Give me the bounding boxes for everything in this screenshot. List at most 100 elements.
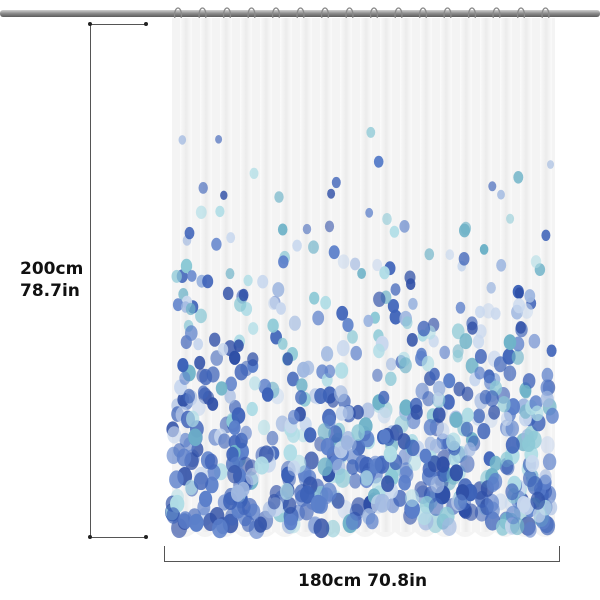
teardrop-dot <box>288 315 301 331</box>
teardrop-dot <box>243 274 253 287</box>
teardrop-dot <box>511 349 524 365</box>
teardrop-dot <box>366 126 376 138</box>
teardrop-dot <box>198 182 208 194</box>
teardrop-dot <box>220 190 228 200</box>
teardrop-dot <box>249 376 261 391</box>
teardrop-dot <box>513 298 525 314</box>
teardrop-dot <box>530 491 546 510</box>
teardrop-dot <box>505 483 519 501</box>
teardrop-dot <box>524 289 536 303</box>
teardrop-dot <box>472 334 485 349</box>
height-measure-bottom-cap <box>90 537 146 538</box>
teardrop-dot <box>296 378 308 393</box>
teardrop-dot <box>257 274 269 289</box>
teardrop-dot <box>282 352 293 366</box>
teardrop-dot <box>249 167 259 179</box>
teardrop-dot <box>399 399 413 416</box>
teardrop-dot <box>390 424 403 441</box>
teardrop-dot <box>225 376 237 392</box>
teardrop-dot <box>189 513 204 532</box>
teardrop-dot <box>541 367 554 383</box>
teardrop-dot <box>402 316 413 330</box>
teardrop-dot <box>423 419 438 436</box>
teardrop-dot <box>432 392 444 406</box>
teardrop-dot <box>325 519 341 538</box>
teardrop-dot <box>218 433 231 449</box>
teardrop-dot <box>266 430 279 446</box>
teardrop-dot <box>328 425 343 443</box>
teardrop-dot <box>381 475 395 493</box>
teardrop-dot <box>436 422 450 440</box>
teardrop-dot <box>455 301 466 314</box>
teardrop-dot <box>267 493 281 510</box>
teardrop-dot <box>205 476 219 494</box>
teardrop-dot <box>500 411 513 426</box>
teardrop-dot <box>386 357 397 371</box>
teardrop-dot <box>488 472 503 491</box>
teardrop-dot <box>422 391 435 407</box>
teardrop-dot <box>231 407 246 425</box>
height-measure-top-cap <box>90 24 146 25</box>
teardrop-dot <box>197 385 209 400</box>
teardrop-dot <box>379 429 391 444</box>
teardrop-dot <box>361 402 375 420</box>
teardrop-dot <box>234 363 248 381</box>
teardrop-dot <box>229 350 241 365</box>
teardrop-dot <box>328 245 340 260</box>
teardrop-dot <box>337 254 350 269</box>
teardrop-dot <box>277 337 288 350</box>
teardrop-dot <box>336 305 349 321</box>
teardrop-dot <box>172 298 184 312</box>
width-label: 180cm 70.8in <box>298 571 428 591</box>
teardrop-dot <box>446 432 461 451</box>
teardrop-dot <box>194 355 206 370</box>
teardrop-dot <box>485 390 499 407</box>
teardrop-dot <box>240 425 252 441</box>
teardrop-dot <box>501 459 515 476</box>
teardrop-dot <box>292 239 302 252</box>
teardrop-dot <box>349 473 362 489</box>
teardrop-dot <box>389 309 402 325</box>
teardrop-dot <box>320 438 335 456</box>
teardrop-dot <box>184 226 195 240</box>
teardrop-dot <box>524 425 538 443</box>
teardrop-dot <box>218 343 229 356</box>
teardrop-dot <box>505 436 520 454</box>
teardrop-dot <box>408 454 422 471</box>
teardrop-dot <box>227 465 243 484</box>
teardrop-dot <box>345 513 359 531</box>
teardrop-dot <box>195 205 207 219</box>
teardrop-dot <box>246 401 258 417</box>
teardrop-dot <box>503 334 517 351</box>
teardrop-dot <box>254 456 270 475</box>
teardrop-dot <box>199 368 213 386</box>
teardrop-dot <box>365 513 379 530</box>
teardrop-dot <box>417 320 431 337</box>
teardrop-dot <box>408 297 418 310</box>
teardrop-dot <box>429 367 440 381</box>
teardrop-dot <box>399 357 412 374</box>
teardrop-dot <box>212 518 228 539</box>
teardrop-dot <box>497 396 511 413</box>
teardrop-dot <box>379 266 390 280</box>
teardrop-dot <box>178 511 193 529</box>
teardrop-dot <box>278 255 289 269</box>
teardrop-dot <box>473 408 485 424</box>
teardrop-dot <box>451 323 465 340</box>
teardrop-dot <box>373 343 385 359</box>
measure-dot <box>88 22 92 26</box>
teardrop-dot <box>347 330 358 344</box>
width-measure-left-cap <box>164 546 165 562</box>
teardrop-dot <box>204 453 218 470</box>
teardrop-dot <box>477 423 491 440</box>
teardrop-dot <box>523 521 537 538</box>
teardrop-dot <box>207 397 219 411</box>
teardrop-dot <box>185 302 196 316</box>
teardrop-dot <box>506 213 515 224</box>
teardrop-dot <box>226 232 236 244</box>
teardrop-dot <box>372 368 383 382</box>
teardrop-dot <box>460 421 474 437</box>
teardrop-dot <box>257 419 271 436</box>
teardrop-dot <box>199 490 213 508</box>
